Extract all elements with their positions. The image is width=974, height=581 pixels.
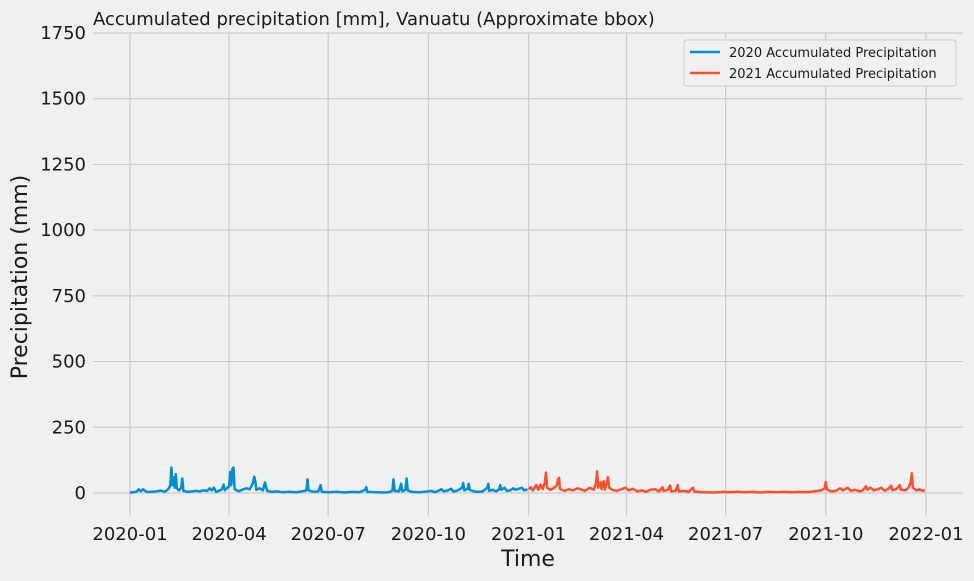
y-tick-label: 1250 (40, 154, 86, 175)
x-tick-label: 2021-07 (688, 524, 763, 545)
x-tick-label: 2020-10 (391, 524, 466, 545)
x-axis-ticks: 2020-01 2020-04 2020-07 2020-10 2021-01 2021-… (92, 524, 963, 545)
x-tick-label: 2021-01 (491, 524, 566, 545)
series-line-1 (527, 470, 926, 494)
x-tick-label: 2021-10 (788, 524, 863, 545)
y-tick-label: 1750 (40, 23, 86, 44)
chart-title: Accumulated precipitation [mm], Vanuatu … (93, 9, 655, 30)
chart-grid (93, 32, 963, 516)
legend-label-2021: 2021 Accumulated Precipitation (729, 67, 937, 82)
x-tick-label: 2020-01 (92, 524, 167, 545)
legend-box (683, 39, 957, 87)
legend: 2020 Accumulated Precipitation 2021 Accu… (683, 39, 957, 87)
y-axis-ticks: 0 250 500 750 1000 1250 1500 1750 (40, 23, 86, 504)
x-tick-label: 2021-04 (589, 524, 664, 545)
x-tick-label: 2020-04 (191, 524, 266, 545)
y-axis-label: Precipitation (mm) (8, 175, 33, 380)
y-tick-label: 1500 (40, 89, 86, 110)
y-tick-label: 0 (75, 483, 86, 504)
y-tick-label: 1000 (40, 220, 86, 241)
x-axis-label: Time (500, 547, 555, 572)
x-tick-label: 2020-07 (291, 524, 366, 545)
y-tick-label: 250 (52, 417, 86, 438)
series-line-0 (129, 466, 528, 494)
legend-label-2020: 2020 Accumulated Precipitation (729, 46, 937, 61)
x-tick-label: 2022-01 (888, 524, 963, 545)
y-tick-label: 750 (52, 286, 86, 307)
chart-series (129, 466, 926, 494)
y-tick-label: 500 (52, 352, 86, 373)
